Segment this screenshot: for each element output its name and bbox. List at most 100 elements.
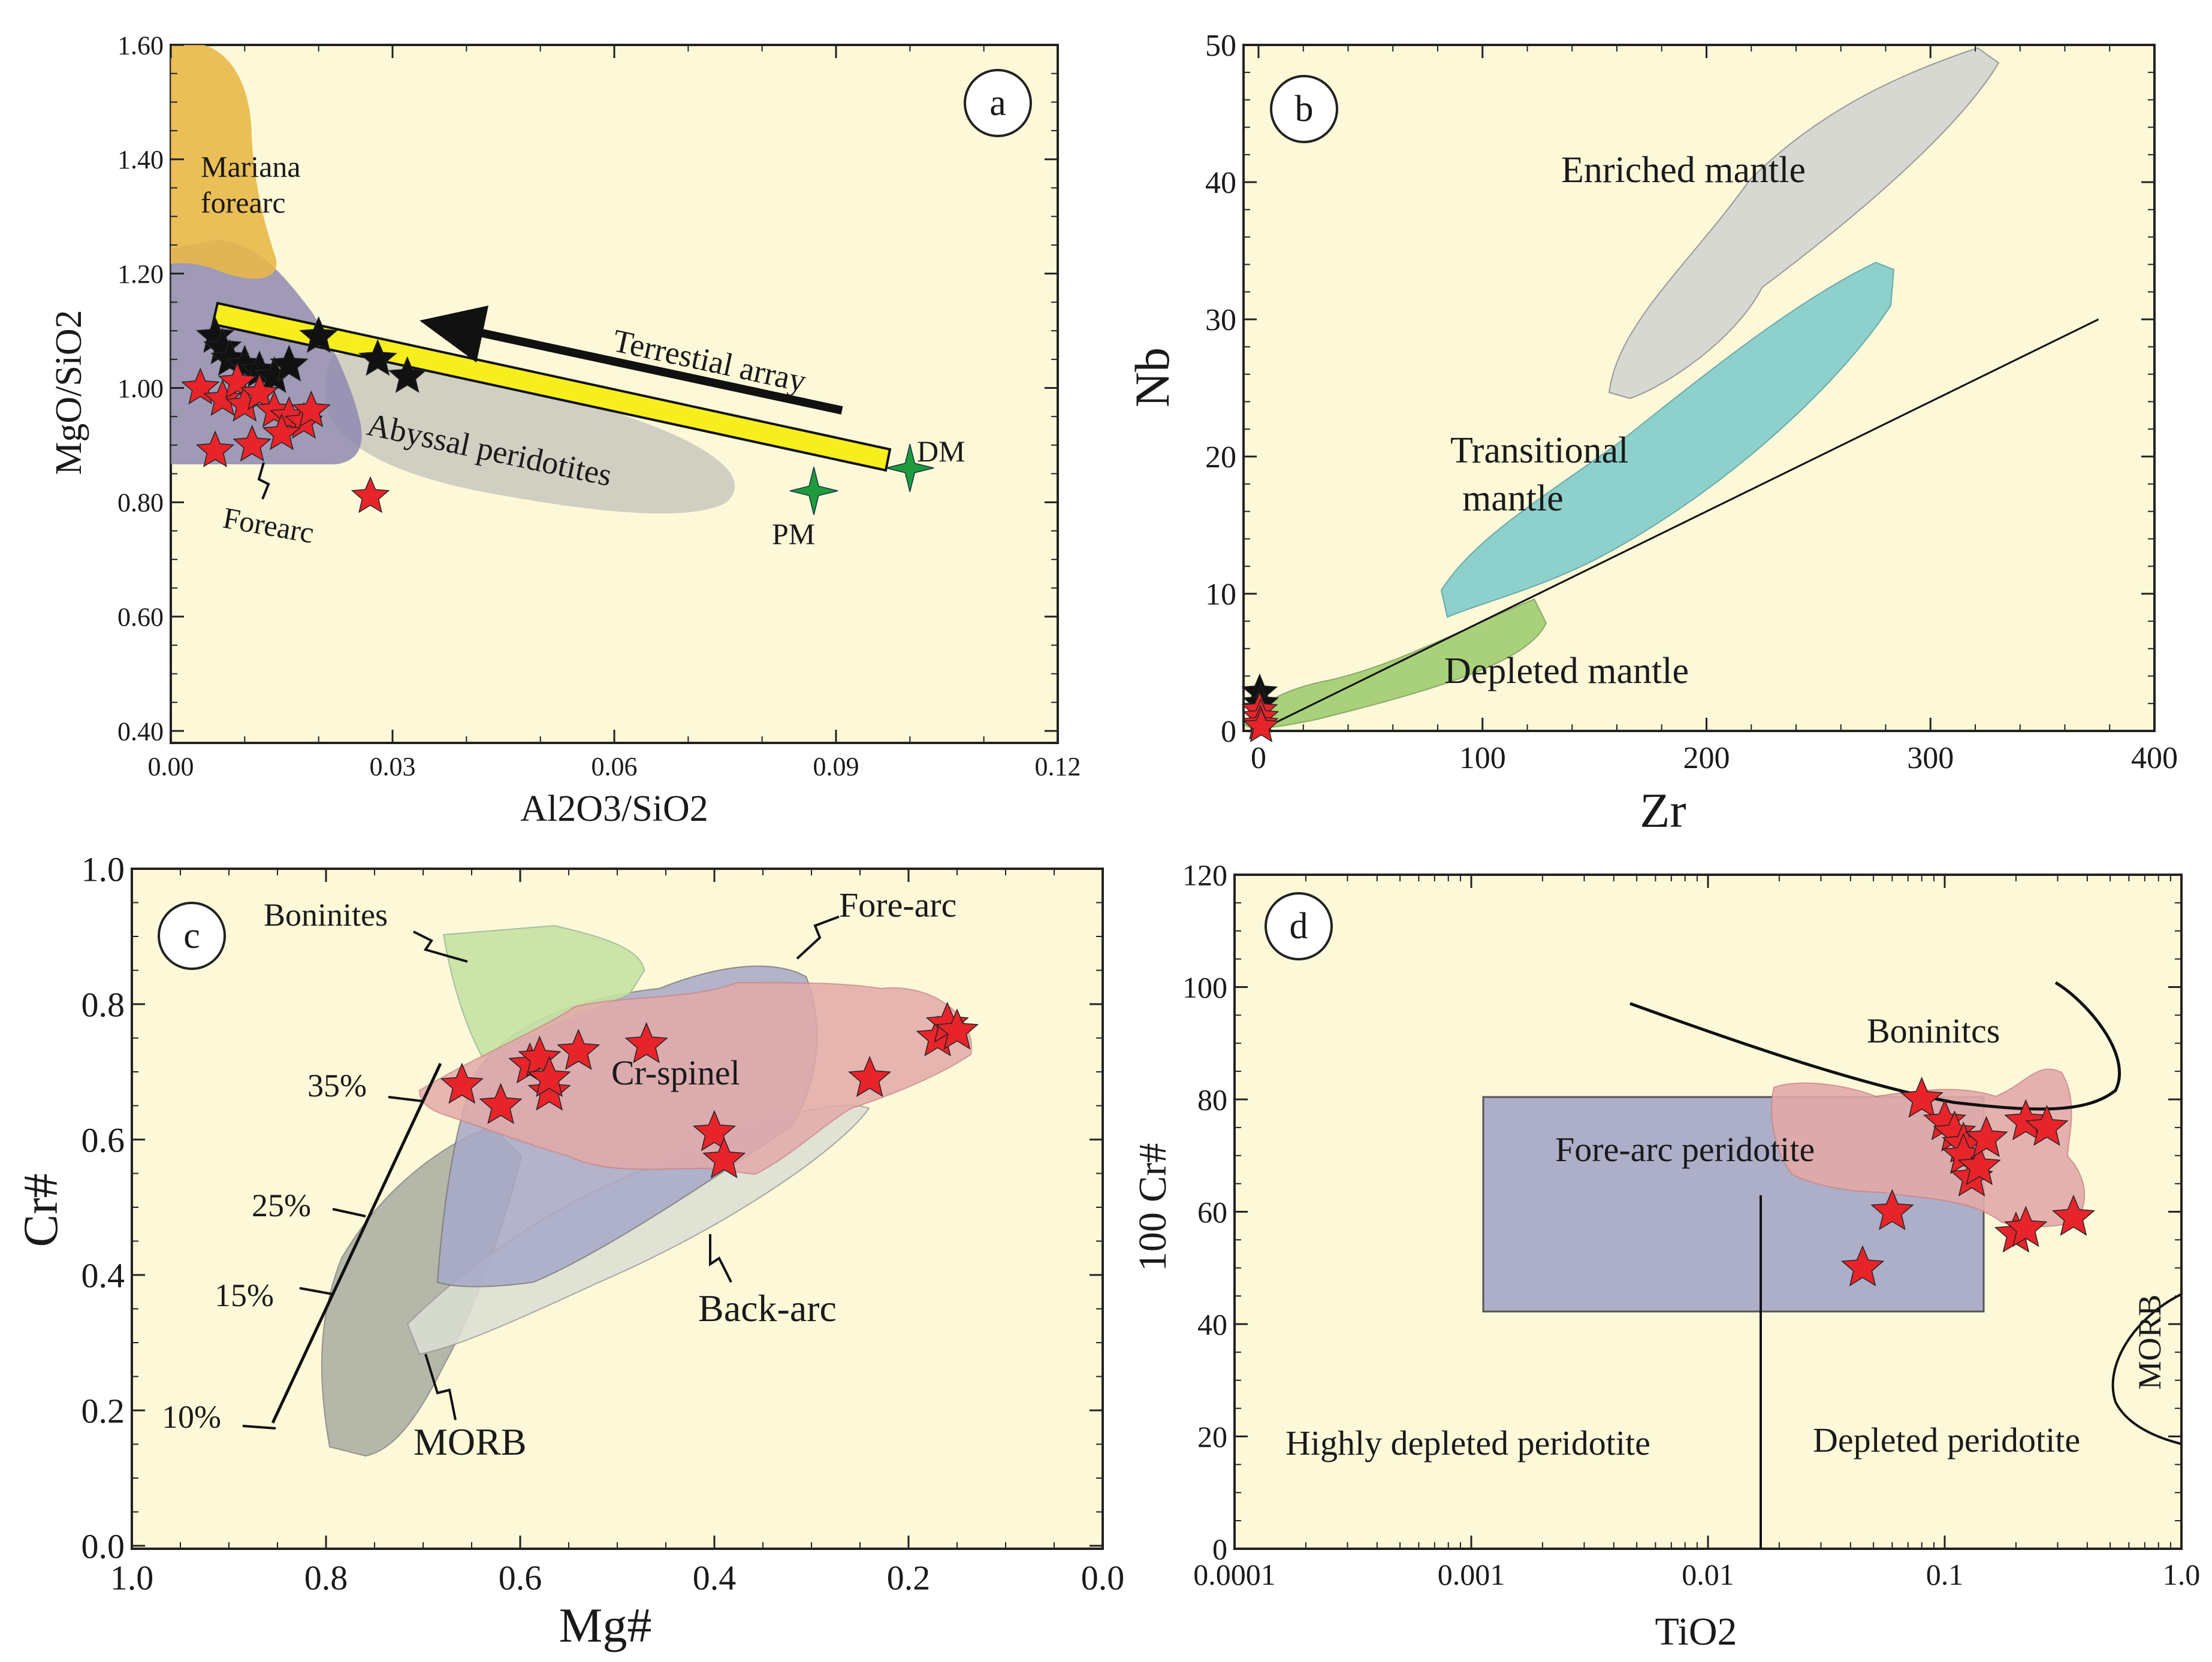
tick-25 <box>332 1208 366 1217</box>
boninites-pointer <box>413 930 468 963</box>
panel-d-ytick-label: 0 <box>1212 1533 1227 1566</box>
panel-d-xtick-label: 0.0001 <box>1193 1558 1276 1591</box>
panel-a-black-star <box>388 356 427 393</box>
panel-c-xtick-label: 0.6 <box>499 1558 542 1597</box>
panel-d-ytick-label: 80 <box>1197 1083 1227 1117</box>
panel-d-letter-circle <box>1265 892 1333 960</box>
panel-c-red-star <box>440 1062 484 1104</box>
backarc-pointer <box>709 1234 732 1283</box>
panel-d-morb-curve <box>2111 1293 2181 1445</box>
panel-a-ylabel: MgO/SiO2 <box>49 310 89 475</box>
panel-b-reference-line <box>1258 318 2099 732</box>
panel-a-xtick-label: 0.03 <box>370 752 416 781</box>
panel-d-ytick-label: 40 <box>1197 1308 1227 1341</box>
panel-c-xtick-label: 0.8 <box>304 1558 348 1597</box>
panel-b-letter-circle <box>1270 75 1338 143</box>
dm-marker <box>886 443 934 492</box>
label-dm: DM <box>917 434 965 468</box>
panel-a-xtick-label: 0.06 <box>592 752 638 781</box>
label-35: 35% <box>307 1068 367 1104</box>
tick-35 <box>388 1096 424 1102</box>
terrestial-arrow-head <box>420 306 488 362</box>
label-transitional-1: Transitional <box>1450 430 1628 471</box>
label-25: 25% <box>252 1187 311 1223</box>
panel-d-boninite-boundary <box>1629 981 2121 1111</box>
panel-d: 0.0001 0.001 0.01 0.1 1.0 0 20 40 60 80 100 120 d B… <box>1131 859 2200 1654</box>
panel-b-xtick-label: 300 <box>1907 741 1954 775</box>
panel-c-red-star <box>527 1069 571 1111</box>
panel-b-xtick-label: 400 <box>2131 741 2178 775</box>
label-boninites: Boninites <box>264 897 388 933</box>
panel-b-letter: b <box>1295 89 1314 129</box>
label-mariana-1: Mariana <box>201 150 301 183</box>
label-10: 10% <box>162 1399 221 1435</box>
panel-a-xlabel: Al2O3/SiO2 <box>520 788 708 829</box>
panel-c-ytick-label: 0.6 <box>82 1120 125 1159</box>
panel-c-xlabel: Mg# <box>559 1598 652 1652</box>
panel-d-ytick-label: 20 <box>1197 1420 1227 1454</box>
panel-c-red-star <box>935 1008 979 1050</box>
panel-b-ytick-label: 20 <box>1205 440 1236 475</box>
panel-c-ytick-label: 0.2 <box>82 1391 125 1430</box>
forearc-pointer-c <box>796 915 840 960</box>
panel-b-xlabel: Zr <box>1640 783 1686 838</box>
panel-b-ytick-label: 10 <box>1205 578 1236 612</box>
panel-d-red-star <box>2025 1104 2069 1146</box>
panel-c-red-star <box>702 1137 746 1178</box>
panel-c-xtick-label: 0.0 <box>1081 1558 1125 1597</box>
label-morb-c: MORB <box>414 1421 527 1463</box>
label-transitional-2: mantle <box>1462 478 1564 519</box>
panel-d-red-star <box>1900 1077 1944 1118</box>
panel-b-red-star <box>1243 708 1279 742</box>
panel-a-red-star <box>240 373 279 410</box>
panel-a-ytick-label: 1.60 <box>117 31 164 60</box>
label-crspinel: Cr-spinel <box>611 1053 740 1092</box>
panel-a-red-star <box>292 390 331 428</box>
panel-c-xtick-label: 0.2 <box>887 1558 931 1597</box>
panel-c-ylabel: Cr# <box>13 1174 68 1247</box>
tick-15 <box>299 1287 333 1295</box>
panel-a: 0.00 0.03 0.06 0.09 0.12 0.40 0.60 0.80 1.00 1.20… <box>49 31 1081 829</box>
panel-a-mariana-field <box>171 45 277 279</box>
label-depleted-mantle: Depleted mantle <box>1444 651 1689 691</box>
panel-b-ytick-label: 30 <box>1205 303 1236 337</box>
panel-d-xtick-label: 0.001 <box>1438 1558 1505 1591</box>
panel-c-letter: c <box>183 915 200 956</box>
panel-a-abyssal-field <box>325 353 735 514</box>
panel-c-xtick-label: 0.4 <box>693 1558 737 1597</box>
panel-c-ytick-label: 0.0 <box>82 1527 125 1566</box>
panel-c-red-star <box>527 1056 571 1097</box>
panel-c-letter-circle <box>158 902 226 970</box>
panel-d-red-star <box>2004 1205 2048 1247</box>
panel-a-xtick-label: 0.09 <box>813 752 859 781</box>
panel-a-ytick-label: 1.20 <box>117 259 164 289</box>
panel-a-black-star <box>358 339 397 376</box>
panel-a-red-star <box>351 476 390 513</box>
panel-b-xtick-label: 0 <box>1251 741 1266 775</box>
label-mariana-2: forearc <box>201 186 286 219</box>
panel-b: 0 100 200 300 400 0 10 20 30 40 50 b Enriched mant… <box>1125 29 2178 838</box>
label-backarc: Back-arc <box>698 1287 837 1329</box>
panel-c-red-star <box>479 1083 523 1125</box>
label-15: 15% <box>215 1277 274 1313</box>
panel-c-ytick-label: 1.0 <box>82 850 125 889</box>
panel-d-red-star <box>1840 1245 1885 1286</box>
panel-a-red-star <box>262 413 301 451</box>
forearc-pointer <box>257 462 270 500</box>
panel-d-xtick-label: 0.1 <box>1926 1558 1964 1591</box>
panel-a-xtick-label: 0.00 <box>148 752 194 781</box>
panel-d-red-star <box>2051 1194 2095 1236</box>
panel-c-ytick-label: 0.4 <box>82 1256 125 1295</box>
panel-b-ytick-label: 40 <box>1205 166 1236 200</box>
panel-d-letter: d <box>1290 906 1308 947</box>
panel-b-enriched-field <box>1608 47 2000 400</box>
panel-a-ytick-label: 0.80 <box>117 488 164 518</box>
panel-d-xtick-label: 1.0 <box>2163 1558 2201 1591</box>
label-forearc-c: Fore-arc <box>839 886 956 924</box>
panel-a-ytick-label: 1.40 <box>117 145 164 174</box>
panel-b-xtick-label: 200 <box>1683 741 1730 775</box>
panel-a-red-star <box>233 424 271 462</box>
panel-b-transitional-field <box>1440 261 1895 618</box>
panel-b-xtick-label: 100 <box>1459 741 1506 775</box>
panel-d-ytick-label: 60 <box>1197 1195 1227 1229</box>
